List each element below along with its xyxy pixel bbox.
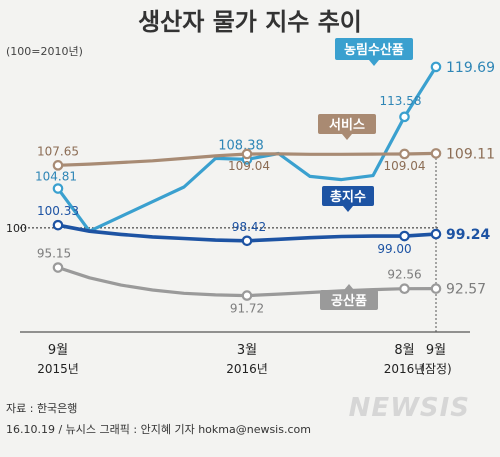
data-point-marker (52, 160, 64, 171)
series-name-label: 서비스 (329, 118, 365, 133)
data-point-marker (399, 230, 410, 242)
series-tag-box (318, 114, 376, 134)
data-label: 104.81 (35, 170, 77, 184)
data-label: 99.00 (377, 242, 411, 256)
data-point-marker (399, 111, 410, 123)
data-point-marker (52, 219, 64, 231)
data-label: 92.57 (446, 282, 486, 298)
source-note: 자료 : 한국은행 (6, 402, 78, 415)
data-label: 99.24 (446, 227, 491, 243)
series-tag-pointer (342, 134, 352, 140)
series-tag-box (322, 186, 374, 206)
data-label: 91.72 (230, 302, 264, 316)
data-label: 113.58 (380, 94, 422, 108)
data-point-marker (399, 148, 410, 160)
x-tick-label: 8월 (394, 343, 414, 358)
data-point-marker (430, 148, 442, 159)
data-point-marker (241, 235, 253, 247)
series-tag-pointer (344, 284, 354, 290)
data-label: 100.33 (37, 204, 79, 218)
data-point-marker (241, 148, 253, 160)
data-point-marker (430, 228, 442, 240)
data-label: 109.04 (384, 159, 426, 173)
series-name-label: 농림수산품 (344, 42, 404, 58)
series-name-label: 공산품 (331, 293, 367, 309)
series-tag-box (320, 290, 378, 310)
data-label: 95.15 (37, 247, 71, 261)
data-point-marker (399, 283, 410, 295)
unit-note: (100=2010년) (6, 45, 83, 58)
series-tag-box (335, 38, 413, 60)
data-label: 107.65 (37, 144, 79, 158)
data-label: 109.11 (446, 146, 495, 162)
x-tick-sublabel: 2016년 (384, 362, 426, 376)
credit-note: 16.10.19 / 뉴시스 그래픽 : 안지혜 기자 hokma@newsis… (6, 423, 311, 436)
x-tick-label: 9월 (48, 343, 68, 358)
data-label: 109.04 (228, 159, 270, 173)
data-point-marker (430, 283, 442, 294)
baseline-label: 100 (6, 222, 27, 235)
x-tick-sublabel: 2015년 (37, 362, 79, 376)
data-label: 108.38 (218, 138, 264, 153)
data-point-marker (430, 61, 442, 73)
data-point-marker (52, 183, 64, 194)
x-tick-label: 9월 (426, 343, 446, 358)
series-name-label: 총지수 (330, 189, 366, 205)
data-label: 92.56 (387, 268, 421, 282)
series-tag-pointer (369, 60, 379, 66)
data-label: 98.42 (232, 220, 266, 234)
series-tag-pointer (343, 206, 353, 212)
data-label: 119.69 (446, 60, 495, 76)
data-point-marker (52, 262, 64, 273)
x-tick-sublabel: 2016년 (226, 362, 268, 376)
data-point-marker (241, 290, 253, 301)
newsis-watermark: NEWSIS (348, 393, 470, 423)
x-tick-sublabel: (잠정) (420, 362, 451, 376)
x-tick-label: 3월 (237, 343, 257, 358)
chart-title: 생산자 물가 지수 추이 (138, 8, 362, 36)
